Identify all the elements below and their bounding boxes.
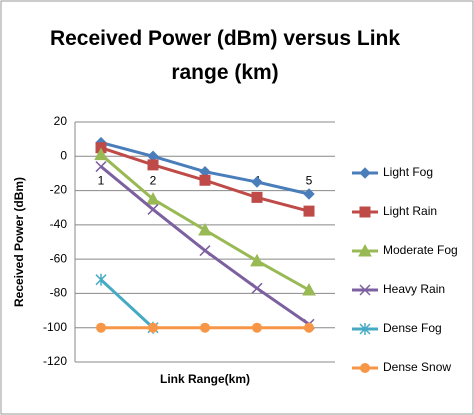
- marker: [95, 273, 107, 286]
- marker: [302, 282, 316, 296]
- marker: [251, 191, 263, 203]
- series-line: [99, 278, 155, 329]
- marker: [199, 174, 211, 186]
- y-tick-label: 0: [60, 148, 67, 162]
- marker: [304, 322, 314, 333]
- marker: [252, 322, 262, 333]
- y-tick-label: -80: [50, 286, 68, 300]
- legend-label: Heavy Rain: [383, 282, 445, 296]
- y-tick-label: -20: [50, 183, 68, 197]
- marker: [303, 205, 315, 217]
- legend-label: Light Fog: [383, 165, 433, 179]
- x-tick-label: 2: [150, 173, 157, 187]
- marker: [146, 192, 160, 205]
- marker: [199, 245, 211, 257]
- chart-title: Received Power (dBm) versus Link range (…: [49, 27, 401, 84]
- legend-label: Dense Snow: [383, 360, 451, 374]
- marker: [94, 147, 108, 161]
- marker: [250, 253, 264, 267]
- x-tick-label: 5: [306, 173, 313, 187]
- marker: [148, 322, 158, 333]
- marker: [359, 284, 371, 296]
- marker: [95, 161, 107, 173]
- marker: [96, 322, 106, 333]
- y-tick-label: -100: [43, 320, 67, 334]
- marker: [359, 206, 371, 218]
- marker: [200, 322, 210, 333]
- marker: [358, 243, 372, 257]
- marker: [251, 176, 263, 188]
- marker: [198, 222, 212, 236]
- marker: [147, 159, 159, 171]
- y-axis-label: Received Power (dBm): [12, 177, 26, 307]
- legend-label: Moderate Fog: [383, 243, 458, 257]
- x-axis-label: Link Range(km): [160, 372, 250, 386]
- y-tick-label: -120: [43, 354, 67, 368]
- marker: [360, 363, 370, 373]
- legend-label: Dense Fog: [383, 321, 442, 335]
- marker: [359, 167, 371, 179]
- marker: [359, 323, 371, 335]
- legend-label: Light Rain: [383, 204, 437, 218]
- marker: [303, 188, 315, 200]
- marker: [147, 203, 159, 215]
- marker: [251, 282, 263, 294]
- x-tick-label: 1: [98, 173, 105, 187]
- y-tick-label: -40: [50, 217, 68, 231]
- y-tick-label: -60: [50, 251, 68, 265]
- y-tick-label: 20: [54, 114, 68, 128]
